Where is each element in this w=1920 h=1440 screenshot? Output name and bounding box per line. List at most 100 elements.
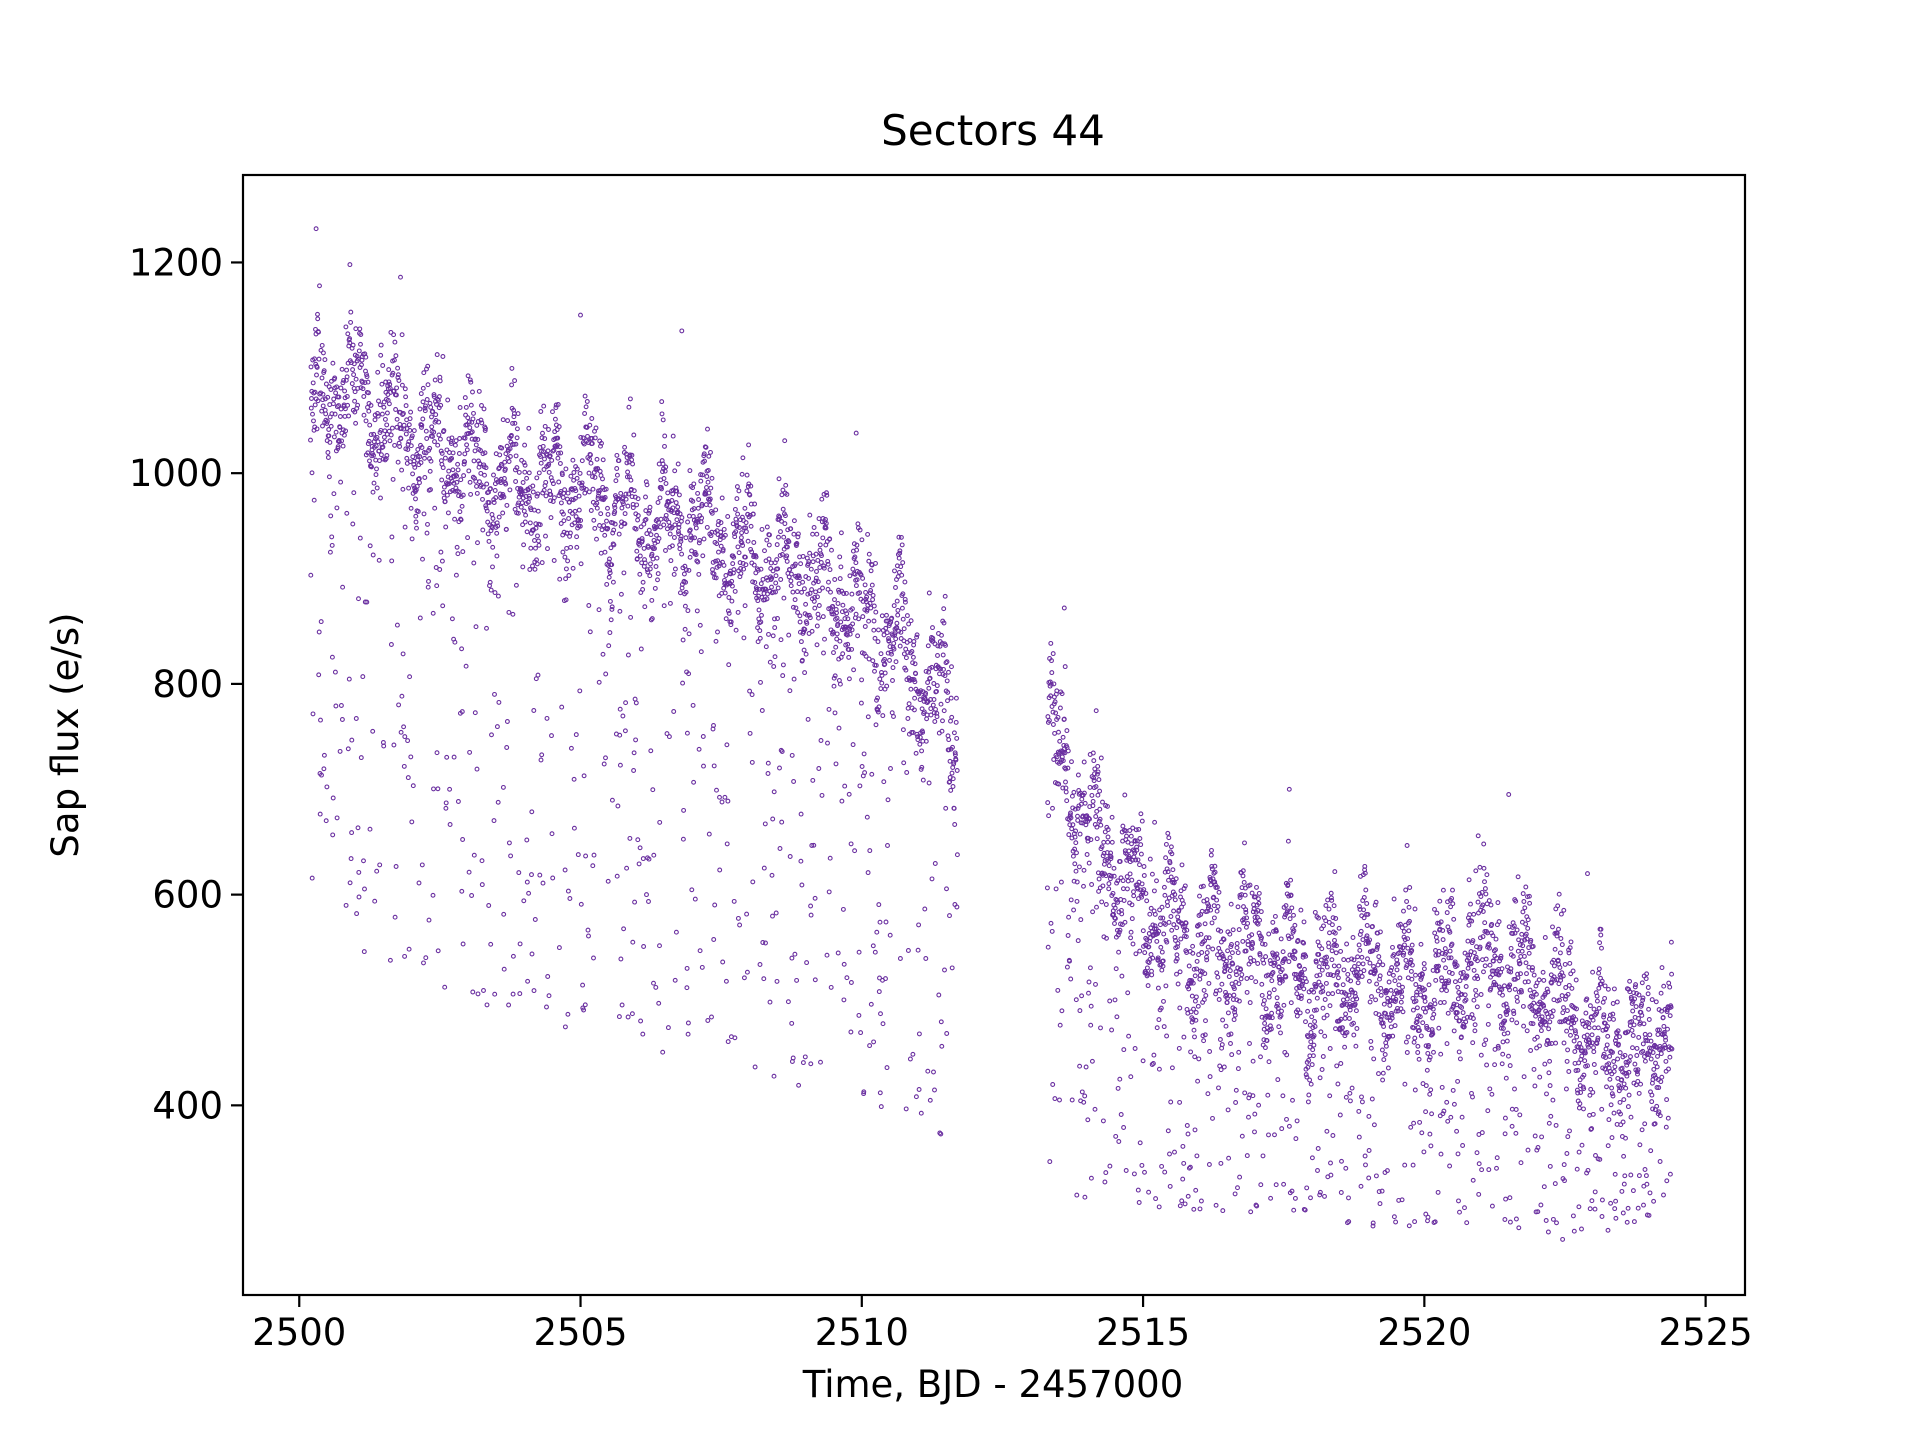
data-point xyxy=(406,439,412,445)
data-point xyxy=(1380,1077,1386,1083)
data-point xyxy=(1322,1033,1328,1039)
data-point xyxy=(1474,1004,1480,1010)
data-point xyxy=(656,1000,662,1006)
data-point xyxy=(526,493,532,499)
data-point xyxy=(916,922,922,928)
data-point xyxy=(1566,982,1572,988)
data-point xyxy=(1088,1022,1094,1028)
data-point xyxy=(1073,997,1079,1003)
data-point xyxy=(1447,948,1453,954)
data-point xyxy=(750,879,756,885)
data-point xyxy=(486,538,492,544)
data-point xyxy=(856,1012,862,1018)
data-point xyxy=(1476,1191,1482,1197)
data-point xyxy=(588,508,594,513)
data-point xyxy=(1046,813,1052,819)
data-point xyxy=(1449,971,1455,976)
data-point xyxy=(1162,1169,1168,1175)
data-point xyxy=(826,706,832,712)
data-point xyxy=(1081,759,1087,765)
data-point xyxy=(676,531,682,537)
data-point xyxy=(421,370,427,376)
data-point xyxy=(444,492,450,498)
data-point xyxy=(919,706,925,712)
data-point xyxy=(1248,1209,1254,1215)
data-point xyxy=(874,697,879,703)
data-point xyxy=(1155,985,1161,991)
data-point xyxy=(399,332,405,338)
data-point xyxy=(771,1073,777,1079)
data-point xyxy=(857,783,863,789)
data-point xyxy=(432,505,438,511)
data-point xyxy=(370,728,376,734)
data-point xyxy=(532,917,538,922)
data-point xyxy=(1429,1111,1435,1117)
data-point xyxy=(1454,963,1460,969)
data-point xyxy=(515,510,521,516)
data-point xyxy=(360,379,365,385)
data-point xyxy=(622,728,628,734)
data-point xyxy=(1140,1058,1146,1064)
data-point xyxy=(1445,1010,1451,1016)
data-point xyxy=(452,516,458,522)
data-point xyxy=(1180,901,1186,907)
data-point xyxy=(782,513,788,519)
data-point xyxy=(397,444,403,449)
data-point xyxy=(913,750,919,756)
data-point xyxy=(386,428,392,434)
data-point xyxy=(358,332,364,337)
data-point xyxy=(953,757,959,763)
data-point xyxy=(747,492,753,498)
data-point xyxy=(818,560,824,565)
data-point xyxy=(417,454,423,460)
data-point xyxy=(951,730,957,736)
data-point xyxy=(1409,942,1415,948)
data-point xyxy=(1116,1139,1122,1144)
data-point xyxy=(892,568,897,574)
data-point xyxy=(1184,927,1190,933)
data-point xyxy=(540,443,546,449)
data-point xyxy=(868,588,874,593)
data-point xyxy=(920,729,926,735)
data-point xyxy=(1382,1052,1388,1057)
data-point xyxy=(521,542,527,548)
data-point xyxy=(769,584,774,590)
data-point xyxy=(431,429,437,435)
data-point xyxy=(646,856,652,862)
data-point xyxy=(393,392,399,398)
data-point xyxy=(1490,958,1496,964)
data-point xyxy=(1128,929,1134,935)
data-point xyxy=(1378,985,1384,991)
data-point xyxy=(643,494,648,500)
data-point xyxy=(1328,972,1334,978)
data-point xyxy=(419,422,425,428)
data-point xyxy=(898,629,904,635)
data-point xyxy=(1219,981,1225,987)
data-point xyxy=(380,444,386,450)
data-point xyxy=(440,354,446,359)
data-point xyxy=(1562,961,1568,967)
data-point xyxy=(1117,927,1123,933)
data-point xyxy=(1599,1197,1605,1203)
data-point xyxy=(1060,785,1066,791)
data-point xyxy=(1590,969,1596,975)
data-point xyxy=(1316,915,1321,921)
data-point xyxy=(1125,990,1131,996)
data-point xyxy=(441,428,447,434)
data-point xyxy=(1192,1034,1197,1040)
data-point xyxy=(1346,1016,1352,1021)
data-point xyxy=(622,511,628,517)
data-point xyxy=(1436,948,1442,954)
data-point xyxy=(752,501,758,507)
data-point xyxy=(458,517,464,523)
data-point xyxy=(637,845,643,851)
data-point xyxy=(700,553,706,559)
data-point xyxy=(348,309,354,315)
data-point xyxy=(1272,960,1278,966)
data-point xyxy=(1085,1117,1091,1123)
data-point xyxy=(943,660,949,666)
data-point xyxy=(832,597,837,603)
data-point xyxy=(634,556,640,562)
data-point xyxy=(1523,921,1529,927)
data-point xyxy=(614,472,620,478)
